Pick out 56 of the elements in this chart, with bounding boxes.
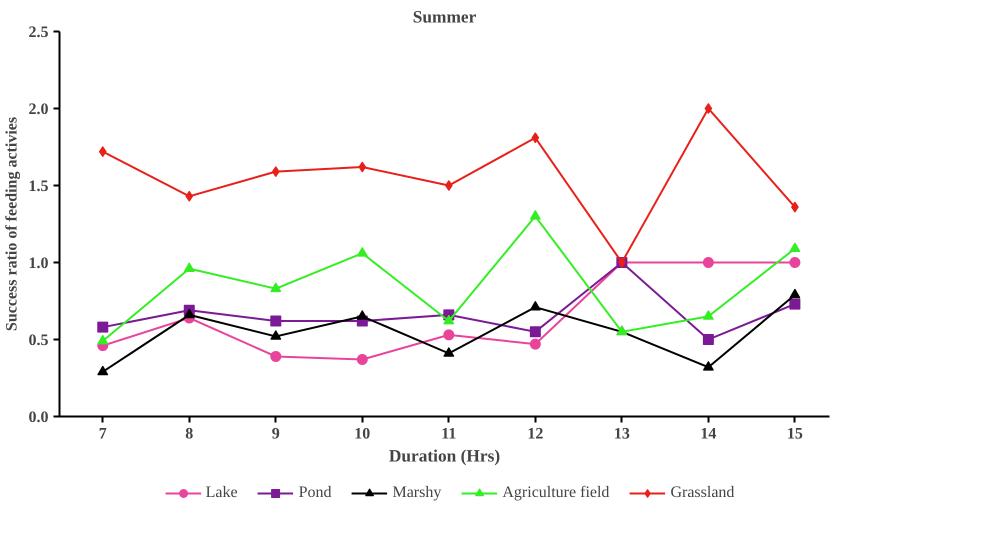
point	[443, 329, 454, 340]
x-tick-label: 9	[272, 426, 280, 442]
y-tick-label: 1.0	[28, 255, 48, 272]
point	[530, 338, 541, 350]
x-tick-label: 7	[98, 426, 107, 442]
x-tick-label: 14	[700, 426, 716, 442]
x-axis-title: Duration (Hrs)	[388, 446, 500, 466]
y-axis-title: Success ratio of feeding activies	[4, 116, 20, 332]
point	[789, 288, 800, 298]
legend-label: Pond	[298, 484, 332, 502]
point	[184, 308, 195, 318]
y-tick-label: 2.0	[28, 101, 48, 118]
point	[702, 334, 714, 345]
point	[97, 334, 108, 344]
point	[356, 354, 368, 366]
point	[270, 330, 282, 340]
point	[443, 314, 454, 324]
legend-label: Agriculture field	[502, 484, 610, 502]
point	[97, 322, 108, 333]
point	[530, 210, 541, 220]
legend-label: Marshy	[392, 484, 442, 502]
y-tick-label: 0.5	[28, 332, 48, 349]
y-tick-label: 0.0	[28, 409, 48, 426]
point	[530, 300, 541, 311]
x-tick-label: 15	[786, 426, 803, 442]
point	[97, 366, 108, 376]
point	[358, 162, 366, 173]
y-tick-label: 2.5	[28, 24, 48, 41]
legend-label: Grassland	[670, 484, 734, 502]
point	[789, 242, 800, 252]
point	[356, 310, 368, 320]
x-tick-label: 12	[527, 426, 544, 442]
x-tick-label: 8	[185, 426, 194, 442]
point	[270, 350, 282, 362]
point	[704, 103, 712, 114]
point	[98, 146, 107, 158]
point	[702, 360, 714, 371]
point	[356, 246, 368, 257]
y-tick-label: 1.5	[28, 178, 48, 195]
point	[444, 180, 453, 191]
point	[530, 326, 541, 338]
x-tick-label: 10	[354, 426, 370, 442]
legend-label: Lake	[206, 484, 238, 502]
point	[270, 282, 282, 292]
x-tick-label: 13	[614, 426, 630, 442]
point	[789, 298, 800, 310]
point	[443, 347, 454, 357]
point	[702, 257, 714, 268]
point	[270, 316, 282, 327]
point	[272, 166, 280, 178]
point	[185, 190, 194, 202]
point	[184, 262, 195, 272]
x-tick-label: 11	[441, 426, 456, 442]
point	[702, 310, 714, 320]
chart-title: Summer	[412, 8, 477, 26]
point	[789, 257, 800, 268]
